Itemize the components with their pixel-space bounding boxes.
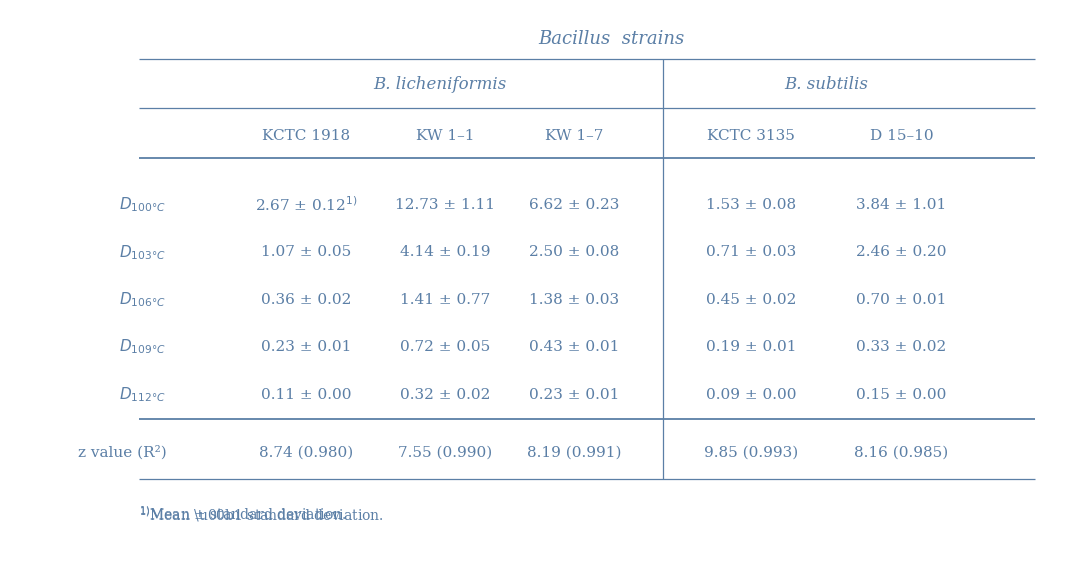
Text: $D_{103°\mathregular{C}}$: $D_{103°\mathregular{C}}$: [119, 243, 166, 262]
Text: 0.70 ± 0.01: 0.70 ± 0.01: [856, 293, 946, 306]
Text: 1.53 ± 0.08: 1.53 ± 0.08: [706, 198, 796, 211]
Text: 1.41 ± 0.77: 1.41 ± 0.77: [400, 293, 490, 306]
Text: 1.07 ± 0.05: 1.07 ± 0.05: [261, 246, 351, 259]
Text: $^{1)}$Mean \u00b1 standard deviation.: $^{1)}$Mean \u00b1 standard deviation.: [139, 505, 384, 524]
Text: 0.45 ± 0.02: 0.45 ± 0.02: [706, 293, 796, 306]
Text: 0.23 ± 0.01: 0.23 ± 0.01: [261, 340, 351, 353]
Text: 8.16 (0.985): 8.16 (0.985): [854, 446, 949, 459]
Text: 6.62 ± 0.23: 6.62 ± 0.23: [529, 198, 619, 211]
Text: 2.50 ± 0.08: 2.50 ± 0.08: [529, 246, 619, 259]
Text: $D_{100°\mathregular{C}}$: $D_{100°\mathregular{C}}$: [119, 195, 166, 214]
Text: $^{1)}$Mean ± standard deviation.: $^{1)}$Mean ± standard deviation.: [139, 505, 347, 523]
Text: D 15–10: D 15–10: [869, 129, 934, 143]
Text: 0.36 ± 0.02: 0.36 ± 0.02: [261, 293, 351, 306]
Text: 0.43 ± 0.01: 0.43 ± 0.01: [529, 340, 619, 353]
Text: 8.74 (0.980): 8.74 (0.980): [259, 446, 353, 459]
Text: $D_{112°\mathregular{C}}$: $D_{112°\mathregular{C}}$: [119, 385, 166, 404]
Text: $D_{109°\mathregular{C}}$: $D_{109°\mathregular{C}}$: [119, 337, 166, 356]
Text: 9.85 (0.993): 9.85 (0.993): [704, 446, 798, 459]
Text: 2.67 ± 0.12$^{1)}$: 2.67 ± 0.12$^{1)}$: [254, 195, 357, 214]
Text: 7.55 (0.990): 7.55 (0.990): [398, 446, 493, 459]
Text: KW 1–7: KW 1–7: [545, 129, 603, 143]
Text: 2.46 ± 0.20: 2.46 ± 0.20: [856, 246, 946, 259]
Text: B. licheniformis: B. licheniformis: [373, 76, 506, 93]
Text: 8.19 (0.991): 8.19 (0.991): [527, 446, 621, 459]
Text: 0.11 ± 0.00: 0.11 ± 0.00: [261, 388, 351, 401]
Text: KW 1–1: KW 1–1: [416, 129, 474, 143]
Text: 1.38 ± 0.03: 1.38 ± 0.03: [529, 293, 619, 306]
Text: 0.19 ± 0.01: 0.19 ± 0.01: [706, 340, 796, 353]
Text: 0.33 ± 0.02: 0.33 ± 0.02: [856, 340, 946, 353]
Text: 12.73 ± 1.11: 12.73 ± 1.11: [395, 198, 496, 211]
Text: z value (R²): z value (R²): [77, 445, 166, 460]
Text: Bacillus  strains: Bacillus strains: [539, 30, 685, 48]
Text: 0.15 ± 0.00: 0.15 ± 0.00: [856, 388, 946, 401]
Text: B. subtilis: B. subtilis: [784, 76, 868, 93]
Text: 0.32 ± 0.02: 0.32 ± 0.02: [400, 388, 490, 401]
Text: 0.09 ± 0.00: 0.09 ± 0.00: [706, 388, 796, 401]
Text: 3.84 ± 1.01: 3.84 ± 1.01: [856, 198, 946, 211]
Text: 0.71 ± 0.03: 0.71 ± 0.03: [706, 246, 796, 259]
Text: 0.72 ± 0.05: 0.72 ± 0.05: [400, 340, 490, 353]
Text: KCTC 1918: KCTC 1918: [262, 129, 350, 143]
Text: 0.23 ± 0.01: 0.23 ± 0.01: [529, 388, 619, 401]
Text: 4.14 ± 0.19: 4.14 ± 0.19: [400, 246, 490, 259]
Text: $D_{106°\mathregular{C}}$: $D_{106°\mathregular{C}}$: [119, 290, 166, 309]
Text: KCTC 3135: KCTC 3135: [707, 129, 795, 143]
